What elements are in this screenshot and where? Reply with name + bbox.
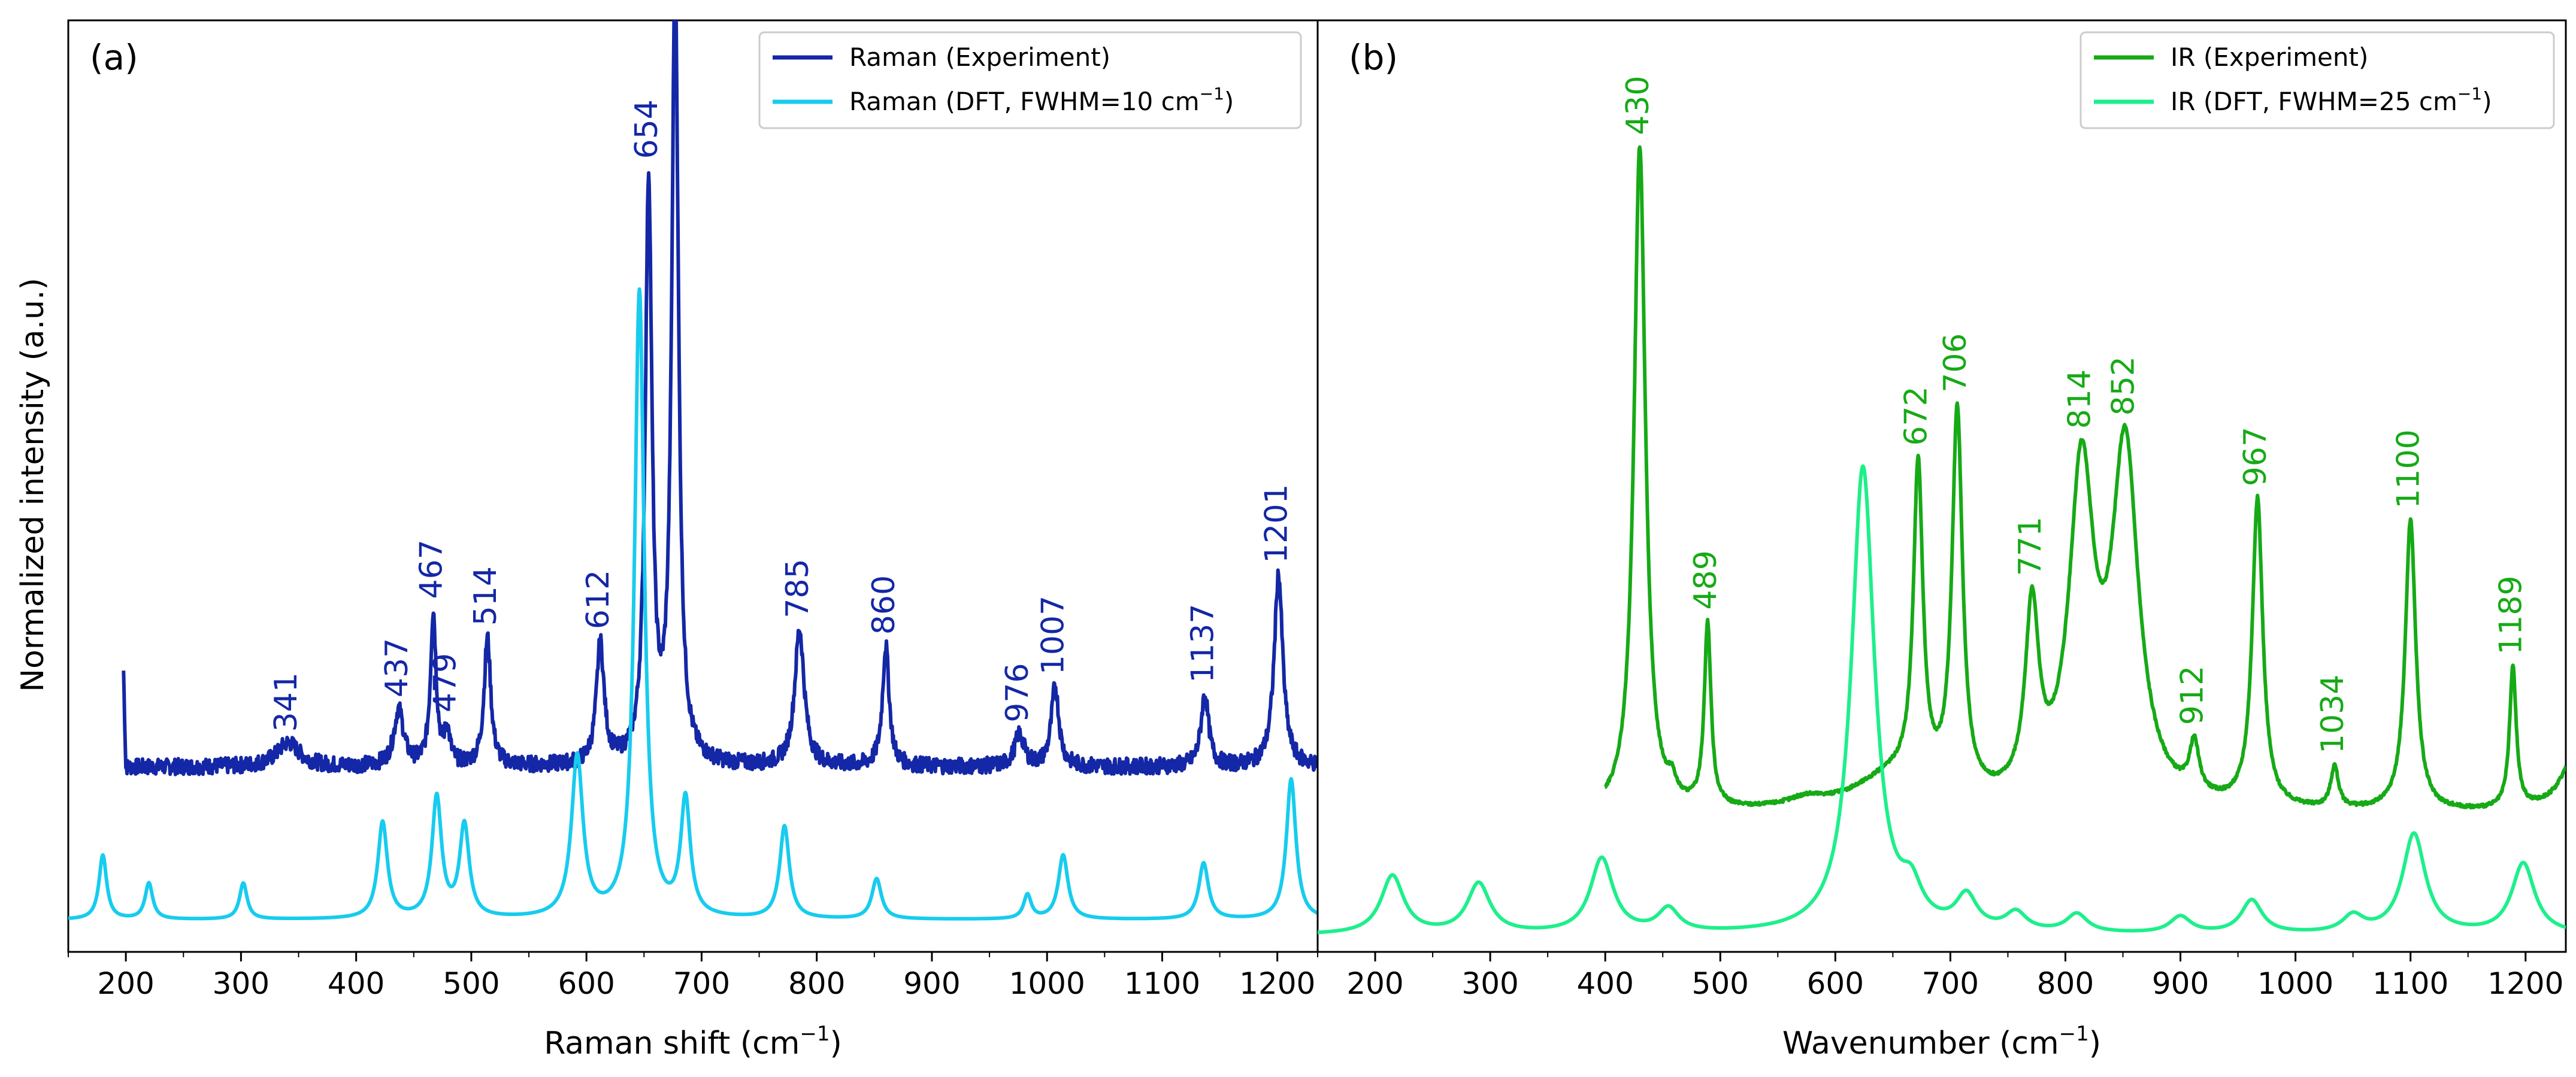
x-tick-label-400: 400 — [328, 966, 385, 1001]
x-tick-label-300: 300 — [213, 966, 270, 1001]
panel-b-legend-label-experiment: IR (Experiment) — [2171, 43, 2368, 72]
panel-a-series-experiment-line — [122, 20, 1318, 776]
panel-b-legend: IR (Experiment) IR (DFT, FWHM=25 cm−1) — [2079, 31, 2555, 129]
panel-b-plot-area — [1318, 145, 2566, 935]
peak-label-514: 514 — [468, 566, 504, 626]
panel-b-series-dft-line — [1318, 464, 2566, 935]
x-tick-label-1200: 1200 — [2487, 966, 2563, 1001]
panel-b-x-ticks: 200 300 400 500 600 700 800 900 1000 1100 1200 — [1317, 952, 2563, 1001]
x-tick-label-900: 900 — [2152, 966, 2209, 1001]
panel-a-frame — [67, 19, 1319, 953]
x-tick-label-200: 200 — [1346, 966, 1403, 1001]
x-tick-label-700: 700 — [1922, 966, 1979, 1001]
x-tick-label-700: 700 — [673, 966, 730, 1001]
x-tick-label-1000: 1000 — [2257, 966, 2333, 1001]
x-tick-label-300: 300 — [1461, 966, 1518, 1001]
peak-label-479: 479 — [428, 653, 464, 712]
x-tick-label-400: 400 — [1576, 966, 1633, 1001]
peak-label-771: 771 — [2012, 517, 2048, 576]
x-tick-label-1200: 1200 — [1239, 966, 1315, 1001]
y-axis-title: Normalized intensity (a.u.) — [15, 278, 51, 692]
peak-label-1201: 1201 — [1259, 484, 1295, 563]
x-tick-label-800: 800 — [788, 966, 845, 1001]
x-tick-label-900: 900 — [903, 966, 960, 1001]
panel-a-peak-labels: 3414374674795146126546777858609761007113… — [268, 99, 1295, 732]
x-tick-label-1000: 1000 — [1009, 966, 1085, 1001]
peak-label-912: 912 — [2175, 666, 2211, 725]
peak-label-706: 706 — [1938, 333, 1973, 392]
peak-label-976: 976 — [1000, 663, 1036, 722]
peak-label-672: 672 — [1899, 386, 1935, 445]
x-tick-label-600: 600 — [1807, 966, 1864, 1001]
panel-a-series-dft-line — [68, 287, 1318, 921]
x-tick-label-200: 200 — [97, 966, 154, 1001]
peak-label-437: 437 — [379, 638, 415, 697]
panel-a-label: (a) — [90, 37, 138, 78]
x-tick-label-800: 800 — [2037, 966, 2094, 1001]
peak-label-467: 467 — [413, 539, 449, 599]
peak-label-430: 430 — [1620, 75, 1656, 135]
peak-label-341: 341 — [268, 672, 304, 732]
panel-b-legend-box — [2079, 31, 2555, 129]
panel-b-legend-label-dft: IR (DFT, FWHM=25 cm−1) — [2171, 84, 2492, 116]
panel-b: 200 300 400 500 600 700 800 900 1000 1100 1200 430… — [1316, 19, 2567, 1061]
panel-b-label: (b) — [1349, 37, 1398, 78]
x-tick-label-500: 500 — [443, 966, 500, 1001]
panel-a-legend: Raman (Experiment) Raman (DFT, FWHM=10 c… — [758, 31, 1302, 129]
panel-a-x-axis-title: Raman shift (cm−1) — [544, 1022, 842, 1061]
peak-label-612: 612 — [580, 570, 616, 629]
x-tick-label-600: 600 — [558, 966, 615, 1001]
panel-b-frame — [1316, 19, 2567, 953]
panel-a: 200 300 400 500 600 700 800 900 1000 1100 1200 341… — [67, 19, 1319, 1061]
peak-label-860: 860 — [866, 575, 902, 635]
panel-a-legend-label-dft: Raman (DFT, FWHM=10 cm−1) — [849, 84, 1234, 116]
panel-b-series-experiment-line — [1604, 145, 2566, 810]
panel-a-legend-label-experiment: Raman (Experiment) — [849, 43, 1110, 72]
peak-label-1189: 1189 — [2493, 575, 2529, 654]
x-tick-label-1100: 1100 — [1124, 966, 1200, 1001]
panel-a-plot-area — [68, 20, 1318, 921]
peak-label-489: 489 — [1688, 550, 1724, 609]
panel-a-x-ticks: 200 300 400 500 600 700 800 900 1000 1100 1200 — [68, 952, 1315, 1001]
peak-label-1137: 1137 — [1185, 603, 1221, 682]
peak-label-814: 814 — [2062, 369, 2097, 429]
panel-a-legend-box — [758, 31, 1302, 129]
peak-label-785: 785 — [780, 559, 816, 618]
peak-label-1100: 1100 — [2391, 429, 2427, 508]
x-tick-label-1100: 1100 — [2372, 966, 2448, 1001]
peak-label-1034: 1034 — [2315, 675, 2351, 754]
peak-label-654: 654 — [629, 99, 665, 159]
peak-label-1007: 1007 — [1036, 596, 1071, 675]
x-tick-label-500: 500 — [1692, 966, 1749, 1001]
panel-b-x-axis-title: Wavenumber (cm−1) — [1782, 1022, 2101, 1061]
peak-label-967: 967 — [2238, 427, 2274, 486]
peak-label-852: 852 — [2105, 356, 2141, 415]
